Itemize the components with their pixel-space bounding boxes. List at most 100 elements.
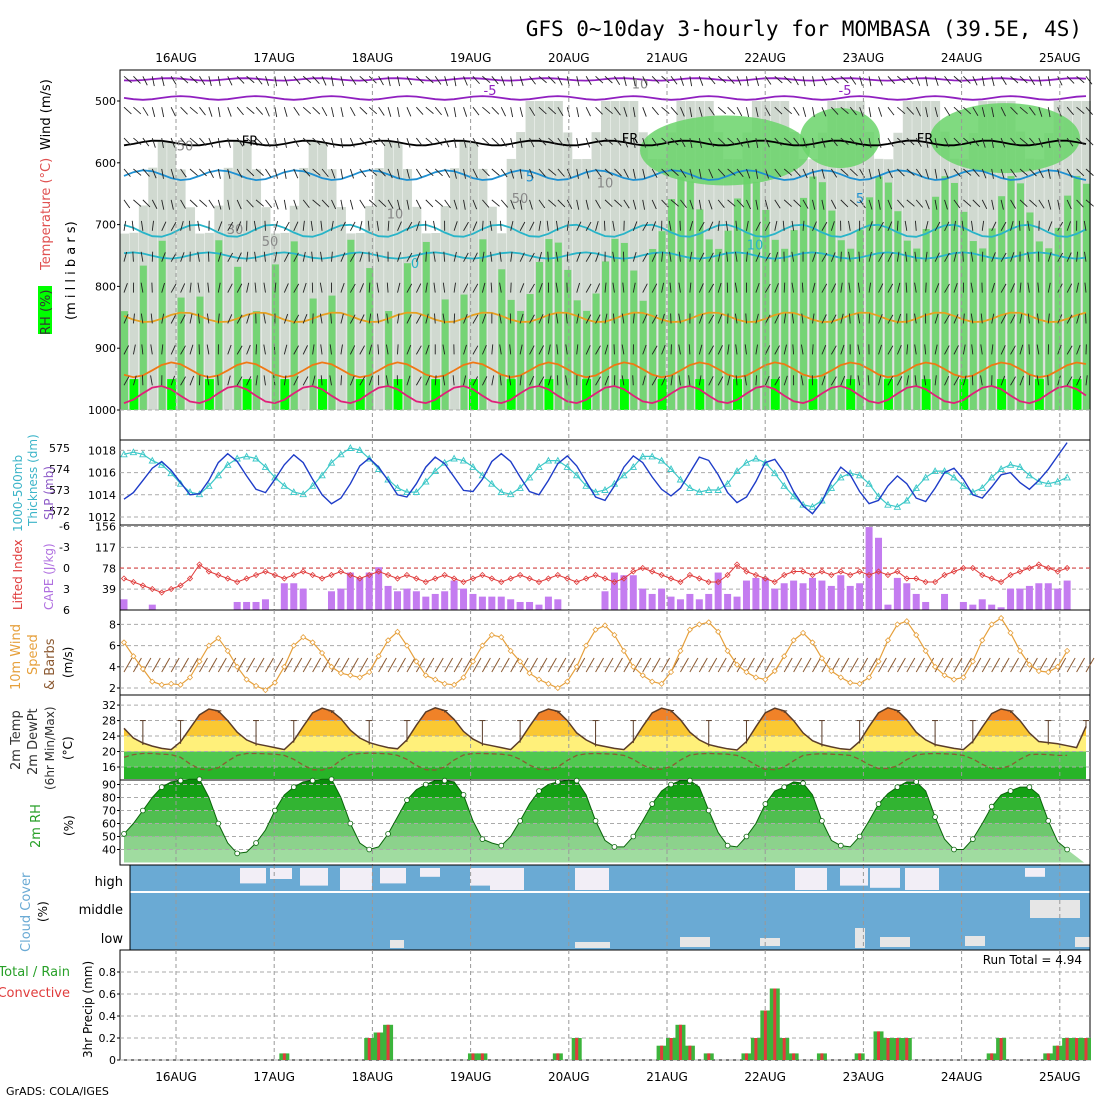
p5-unit: (°C)	[61, 736, 75, 760]
upper-wind-barb	[744, 375, 747, 386]
cape-bar	[837, 575, 845, 610]
rh-green-column	[479, 239, 487, 410]
upper-wind-barb	[848, 220, 851, 231]
cape-bar	[969, 604, 977, 610]
upper-wind-barb	[425, 313, 429, 324]
isotherm-line	[123, 223, 1087, 238]
surface-wind-barb	[547, 657, 557, 673]
upper-wind-barb	[482, 199, 490, 208]
upper-wind-barb	[812, 252, 817, 262]
upper-wind-barb	[246, 199, 254, 208]
upper-wind-barb	[764, 283, 771, 293]
low-cloud-patch	[760, 938, 780, 946]
thickness-point	[582, 481, 590, 489]
upper-wind-barb	[340, 252, 346, 262]
upper-wind-barb	[585, 221, 592, 231]
upper-wind-barb	[453, 251, 457, 262]
upper-wind-barb	[236, 221, 242, 231]
rh-green-column	[139, 265, 147, 410]
upper-wind-barb	[1047, 199, 1052, 210]
upper-wind-barb	[726, 251, 729, 262]
upper-wind-barb	[208, 199, 215, 209]
surface-wind-barb	[510, 657, 520, 673]
upper-wind-barb	[1047, 251, 1052, 262]
upper-wind-barb	[708, 199, 713, 210]
upper-wind-barb	[783, 75, 792, 84]
temp-tick: 32	[102, 699, 116, 712]
upper-wind-barb	[246, 251, 249, 262]
precip-convective-bar	[1075, 1038, 1079, 1060]
upper-wind-barb	[293, 168, 299, 179]
date-label-top: 18AUG	[352, 51, 394, 65]
upper-wind-barb	[651, 283, 658, 293]
cape-bar	[1035, 583, 1043, 610]
slp-tick: 1014	[88, 489, 116, 502]
upper-wind-barb	[189, 75, 198, 84]
surface-wind-barb	[783, 657, 793, 673]
li-point	[960, 564, 967, 572]
li-point	[554, 571, 561, 579]
upper-wind-barb	[170, 137, 176, 148]
li-point	[630, 568, 637, 575]
upper-wind-barb	[849, 106, 857, 116]
surface-wind-barb	[632, 657, 642, 673]
upper-wind-barb	[904, 220, 908, 231]
rh-green-column	[1035, 241, 1043, 410]
upper-wind-barb	[255, 375, 258, 386]
cape-bar	[978, 599, 986, 610]
rh-point	[121, 831, 127, 837]
upper-wind-barb	[735, 344, 738, 355]
upper-wind-barb	[406, 107, 412, 117]
upper-wind-barb	[878, 375, 882, 386]
upper-wind-barb	[708, 137, 715, 148]
wind-speed-point	[818, 655, 825, 662]
upper-wind-barb	[359, 199, 366, 209]
upper-wind-barb	[746, 251, 748, 262]
rh-green-column	[752, 181, 760, 410]
upper-wind-barb	[897, 75, 906, 84]
upper-wind-barb	[236, 345, 243, 355]
thickness-point	[1006, 460, 1015, 468]
date-label-top: 19AUG	[450, 51, 492, 65]
upper-wind-barb	[555, 251, 559, 262]
rh-bright-column	[582, 379, 592, 410]
isotherm-line	[123, 361, 1087, 379]
upper-wind-barb	[991, 107, 995, 118]
upper-wind-barb	[576, 138, 579, 149]
upper-wind-barb	[1085, 76, 1093, 85]
upper-wind-barb	[830, 345, 837, 355]
upper-wind-barb	[547, 313, 550, 324]
upper-wind-barb	[321, 137, 329, 147]
thickness-point	[638, 452, 647, 460]
li-line	[123, 563, 1068, 594]
upper-wind-barb	[812, 344, 814, 355]
upper-wind-barb	[906, 137, 915, 146]
thickness-point	[1025, 471, 1034, 479]
wind-tick: 8	[109, 618, 116, 631]
li-point	[733, 561, 741, 568]
li-point	[252, 571, 260, 579]
rh-point	[460, 792, 467, 798]
cape-bar	[827, 585, 835, 610]
upper-wind-barb	[359, 345, 365, 355]
rh-point	[517, 818, 523, 824]
cape-bar	[356, 577, 364, 610]
surface-wind-barb	[566, 657, 576, 673]
contour-label: FR	[242, 134, 259, 149]
upper-wind-barb	[688, 344, 691, 355]
cape-bar	[705, 593, 713, 610]
upper-wind-barb	[472, 199, 478, 210]
upper-wind-barb	[623, 137, 629, 148]
li-point	[224, 575, 231, 582]
upper-wind-barb	[868, 137, 872, 148]
wind-speed-point	[186, 674, 194, 681]
upper-wind-barb	[359, 220, 363, 231]
wind-speed-point	[300, 634, 307, 641]
upper-wind-barb	[1029, 137, 1037, 146]
wind-speed-point	[724, 647, 731, 654]
upper-wind-barb	[661, 75, 670, 84]
rh-gray-column	[459, 141, 469, 410]
precip-convective-bar	[1046, 1053, 1050, 1060]
upper-wind-barb	[755, 221, 761, 231]
upper-wind-barb	[755, 313, 759, 324]
